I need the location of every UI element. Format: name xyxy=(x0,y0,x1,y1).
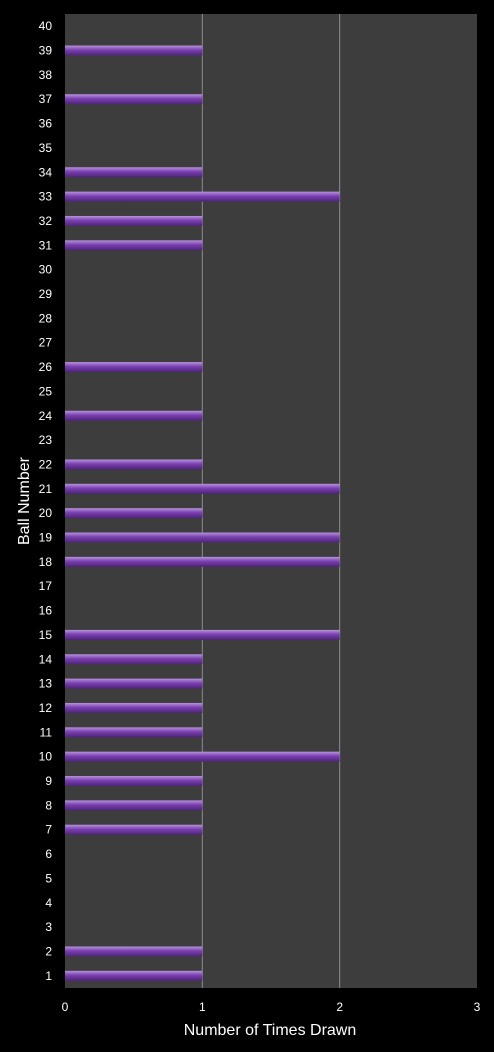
y-tick-label-1: 1 xyxy=(45,969,52,983)
y-tick-label-15: 15 xyxy=(39,628,53,642)
bar-7 xyxy=(65,824,203,835)
y-tick-label-34: 34 xyxy=(39,165,53,179)
bar-8 xyxy=(65,800,203,811)
gridlines xyxy=(201,14,341,988)
y-tick-label-40: 40 xyxy=(39,19,53,33)
y-tick-label-20: 20 xyxy=(39,506,53,520)
y-tick-label-18: 18 xyxy=(39,555,53,569)
x-tick-label-2: 2 xyxy=(336,1000,343,1014)
x-tick-label-0: 0 xyxy=(62,1000,69,1014)
y-tick-label-29: 29 xyxy=(39,287,53,301)
bar-21 xyxy=(65,483,340,494)
y-tick-label-21: 21 xyxy=(39,482,53,496)
bar-19 xyxy=(65,532,340,543)
bar-9 xyxy=(65,776,203,787)
y-tick-label-19: 19 xyxy=(39,531,53,545)
bar-22 xyxy=(65,459,203,470)
y-tick-label-30: 30 xyxy=(39,263,53,277)
x-tick-label-3: 3 xyxy=(474,1000,481,1014)
bar-10 xyxy=(65,751,340,762)
y-tick-label-39: 39 xyxy=(39,44,53,58)
y-tick-label-31: 31 xyxy=(39,238,53,252)
y-tick-label-5: 5 xyxy=(45,871,52,885)
y-tick-labels: 1234567891011121314151617181920212223242… xyxy=(39,19,53,983)
bar-13 xyxy=(65,678,203,689)
y-tick-label-36: 36 xyxy=(39,117,53,131)
y-tick-label-33: 33 xyxy=(39,190,53,204)
y-axis-label: Ball Number xyxy=(16,456,33,545)
y-tick-label-14: 14 xyxy=(39,652,53,666)
y-tick-label-17: 17 xyxy=(39,579,53,593)
y-tick-label-28: 28 xyxy=(39,311,53,325)
y-tick-label-3: 3 xyxy=(45,920,52,934)
y-tick-label-9: 9 xyxy=(45,774,52,788)
y-tick-label-12: 12 xyxy=(39,701,53,715)
y-tick-label-10: 10 xyxy=(39,750,53,764)
y-tick-label-6: 6 xyxy=(45,847,52,861)
y-tick-label-11: 11 xyxy=(40,725,53,739)
y-tick-label-27: 27 xyxy=(39,336,53,350)
y-tick-label-8: 8 xyxy=(45,798,52,812)
bar-20 xyxy=(65,508,203,519)
bar-26 xyxy=(65,362,203,373)
y-tick-label-32: 32 xyxy=(39,214,53,228)
x-tick-labels: 0 1 2 3 xyxy=(62,1000,481,1014)
bar-34 xyxy=(65,167,203,178)
plot-area xyxy=(65,14,477,988)
y-tick-label-38: 38 xyxy=(39,68,53,82)
y-tick-label-35: 35 xyxy=(39,141,53,155)
y-tick-label-26: 26 xyxy=(39,360,53,374)
bar-2 xyxy=(65,946,203,957)
bar-15 xyxy=(65,629,340,640)
bar-24 xyxy=(65,410,203,421)
y-tick-label-4: 4 xyxy=(45,896,52,910)
y-tick-label-7: 7 xyxy=(45,823,52,837)
bar-11 xyxy=(65,727,203,738)
bar-33 xyxy=(65,191,340,202)
y-tick-label-2: 2 xyxy=(45,944,52,958)
bar-39 xyxy=(65,45,203,56)
y-tick-label-16: 16 xyxy=(39,604,53,618)
bar-18 xyxy=(65,556,340,567)
y-tick-label-13: 13 xyxy=(39,677,53,691)
bar-1 xyxy=(65,970,203,981)
bar-32 xyxy=(65,215,203,226)
x-axis-label: Number of Times Drawn xyxy=(184,1022,357,1039)
y-tick-label-22: 22 xyxy=(39,457,53,471)
bar-12 xyxy=(65,702,203,713)
y-tick-label-37: 37 xyxy=(39,92,53,106)
bar-31 xyxy=(65,240,203,251)
bar-37 xyxy=(65,94,203,105)
bars xyxy=(65,45,340,981)
y-tick-label-23: 23 xyxy=(39,433,53,447)
x-tick-label-1: 1 xyxy=(199,1000,206,1014)
bar-14 xyxy=(65,654,203,665)
y-tick-label-24: 24 xyxy=(39,409,53,423)
y-tick-label-25: 25 xyxy=(39,384,53,398)
